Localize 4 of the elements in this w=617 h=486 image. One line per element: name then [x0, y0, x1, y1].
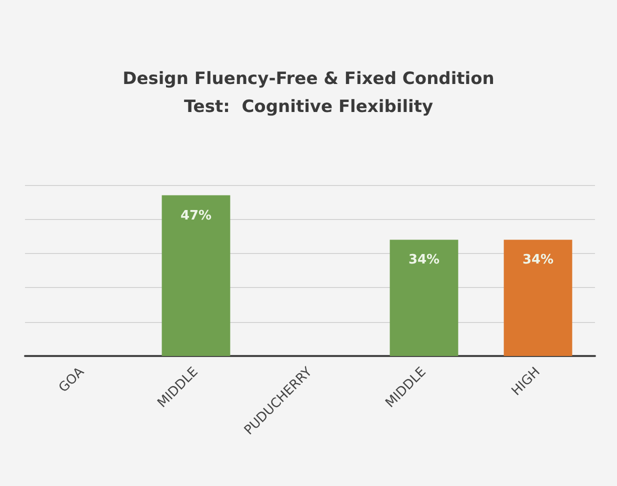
data-label: 34%: [522, 252, 554, 268]
chart-title: Design Fluency-Free & Fixed Condition Test: Cognitive Flexibility: [122, 69, 494, 117]
data-label: 47%: [180, 208, 212, 224]
data-label: 34%: [408, 252, 440, 268]
